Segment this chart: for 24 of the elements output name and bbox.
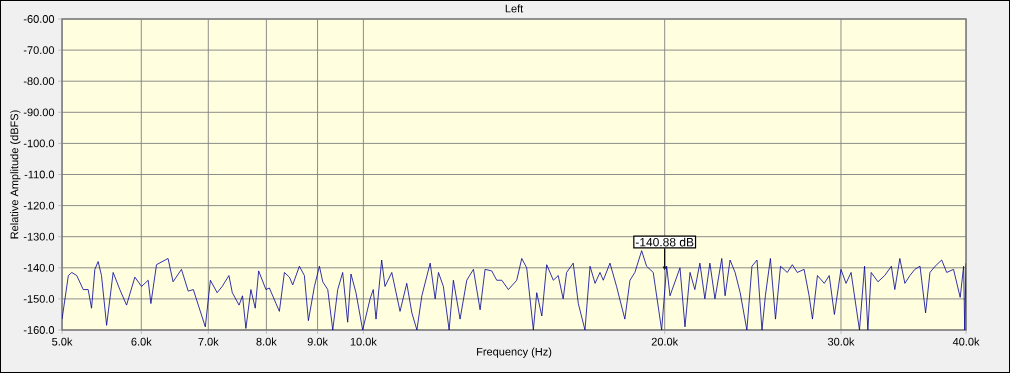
x-tick-label: 9.0k xyxy=(307,337,328,346)
x-tick-label: 20.0k xyxy=(651,337,679,346)
x-tick-label: 10.0k xyxy=(350,337,377,346)
y-tick-label: -100.0 xyxy=(23,139,55,148)
x-tick-label: 5.0k xyxy=(52,337,73,346)
x-tick-label: 8.0k xyxy=(256,337,277,346)
chart-title: Left xyxy=(505,4,524,13)
y-tick-label: -60.00 xyxy=(23,15,55,23)
y-tick-label: -70.00 xyxy=(23,46,55,54)
y-tick-label: -140.0 xyxy=(23,263,55,272)
x-axis-title: Frequency (Hz) xyxy=(477,347,552,358)
y-tick-label: -80.00 xyxy=(23,77,55,86)
x-tick-label: 30.0k xyxy=(827,337,855,346)
y-tick-label: -90.00 xyxy=(23,108,55,117)
annotation: -140.88 dB xyxy=(635,237,694,247)
y-tick-label: -120.0 xyxy=(23,201,55,210)
y-axis-title: Relative Amplitude (dBFS) xyxy=(10,110,21,239)
x-tick-label: 6.0k xyxy=(131,337,152,346)
y-tick-label: -150.0 xyxy=(23,295,55,303)
x-tick-label: 40.0k xyxy=(952,337,980,346)
y-tick-label: -160.0 xyxy=(23,326,55,334)
y-tick-label: -130.0 xyxy=(23,232,55,241)
y-tick-label: -110.0 xyxy=(24,170,55,179)
x-tick-label: 7.0k xyxy=(198,337,219,346)
